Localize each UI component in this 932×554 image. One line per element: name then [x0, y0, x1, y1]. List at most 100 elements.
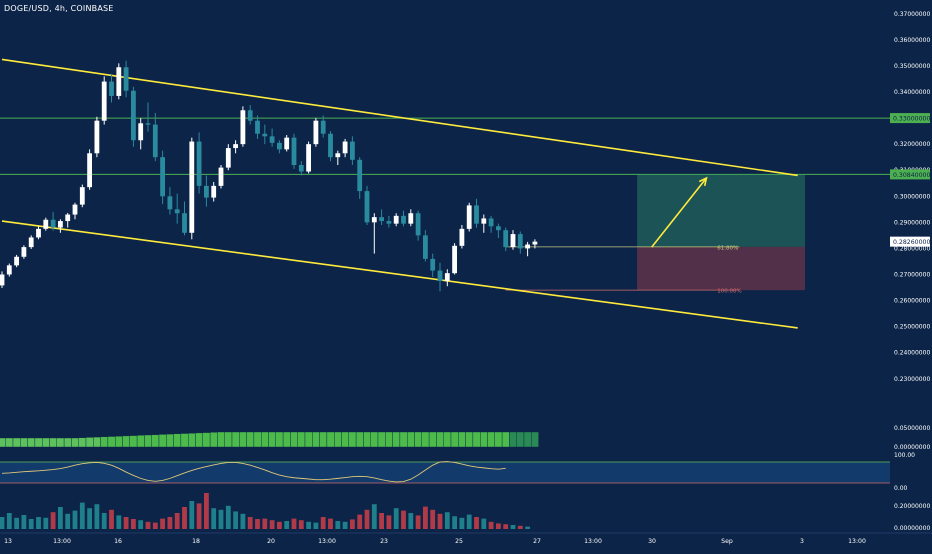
price-tick-label: 0.37000000 — [894, 11, 930, 18]
candle-body — [401, 215, 406, 224]
indicator-histogram-bar — [78, 437, 87, 448]
indicator-histogram-bar — [217, 431, 225, 448]
oscillator-line — [1, 461, 506, 483]
indicator-histogram-bar — [158, 434, 167, 448]
price-tick-label: 0.34000000 — [894, 89, 930, 96]
oscillator-tick-label: 100.00 — [894, 452, 915, 459]
candle-body — [28, 237, 34, 248]
price-line-badge — [890, 113, 930, 124]
candle-body — [58, 221, 63, 228]
time-tick-label: 25 — [455, 538, 463, 545]
volume-bar — [459, 517, 465, 529]
indicator-histogram-bar — [297, 431, 306, 448]
volume-bar — [452, 516, 457, 529]
indicator-histogram-bar — [56, 437, 65, 448]
forecast-arrow-head — [698, 176, 708, 187]
indicator-histogram-bar — [49, 437, 58, 448]
indicator-histogram-bar — [494, 431, 503, 448]
indicator-histogram-bar — [501, 431, 510, 448]
volume-bar — [313, 522, 319, 529]
indicator-histogram-bar — [100, 436, 109, 448]
volume-bar — [189, 501, 195, 529]
volume-bar — [145, 521, 151, 529]
indicator-histogram-bar — [34, 437, 43, 448]
price-line-label: 0.33000000 — [893, 116, 930, 123]
loss-zone — [637, 246, 805, 291]
volume-bar — [408, 513, 414, 529]
indicator-histogram-bar — [326, 431, 335, 448]
indicator-histogram-bar — [136, 435, 145, 448]
volume-bar — [517, 525, 523, 529]
candle-body — [328, 133, 333, 158]
indicator-histogram-bar — [151, 434, 160, 448]
volume-bar — [225, 505, 231, 529]
volume-bar — [525, 526, 530, 529]
volume-bar — [277, 521, 282, 529]
candle-body — [123, 67, 129, 91]
volume-bar — [466, 514, 472, 529]
candle-body — [72, 204, 78, 215]
indicator-histogram-bar — [334, 431, 342, 448]
volume-bar — [357, 514, 363, 529]
time-tick-label: 20 — [267, 538, 275, 545]
indicator-histogram-bar — [209, 432, 218, 448]
indicator-histogram-bar — [450, 431, 459, 448]
current-price-badge — [890, 236, 930, 247]
fib-level-label: 61.80% — [717, 245, 738, 251]
volume-bar — [437, 513, 443, 529]
candle-body — [247, 110, 253, 121]
profit-zone — [637, 174, 805, 247]
candle-body — [218, 167, 224, 186]
price-tick-label: 0.26000000 — [894, 298, 930, 305]
price-tick-label: 0.23000000 — [894, 376, 930, 383]
indicator-histogram-bar — [516, 431, 525, 448]
indicator-histogram-bar — [407, 431, 415, 448]
candle-body — [145, 123, 151, 125]
volume-bar — [342, 521, 348, 529]
volume-bar — [350, 519, 355, 529]
indicator-histogram-bar — [5, 437, 14, 448]
price-tick-label: 0.35000000 — [894, 63, 930, 70]
candle-body — [496, 226, 501, 231]
current-price-label: 0.28260000 — [893, 239, 930, 246]
candle-body — [386, 221, 392, 224]
candle-body — [174, 209, 180, 214]
time-tick-label: 13:00 — [53, 538, 71, 545]
time-tick-label: 23 — [380, 538, 388, 545]
volume-bar — [204, 493, 209, 529]
indicator-histogram-bar — [523, 431, 532, 448]
indicator-histogram-bar — [122, 435, 131, 448]
volume-bar — [364, 509, 370, 529]
candle-body — [481, 218, 487, 224]
volume-bar — [182, 507, 187, 529]
indicator-histogram-bar — [399, 431, 408, 448]
indicator-histogram-bar — [436, 431, 444, 448]
candle-body — [474, 205, 479, 224]
candle-body — [364, 191, 370, 223]
candle-body — [466, 205, 472, 229]
price-line-badge — [890, 169, 930, 180]
candle-body — [152, 124, 158, 158]
indicator-histogram-bar — [63, 437, 72, 448]
candle-body — [415, 213, 421, 236]
volume-bar — [0, 517, 5, 529]
candle-body — [14, 256, 19, 266]
candle-body — [371, 217, 377, 223]
oscillator-tick-label: 0.00 — [894, 485, 908, 492]
candle-body — [444, 273, 450, 282]
volume-bar — [50, 512, 56, 529]
volume-bar — [138, 520, 144, 529]
volume-bar — [306, 521, 311, 529]
volume-bar — [401, 510, 406, 529]
price-tick-label: 0.27000000 — [894, 271, 930, 278]
indicator-histogram-bar — [0, 437, 6, 448]
candle-body — [160, 157, 165, 197]
candle-body — [109, 81, 114, 96]
time-tick-label: 13:00 — [848, 538, 866, 545]
indicator-histogram-bar — [129, 435, 138, 448]
indicator-histogram-bar — [465, 431, 474, 448]
indicator-histogram-bar — [348, 431, 357, 448]
volume-bar — [167, 517, 173, 529]
